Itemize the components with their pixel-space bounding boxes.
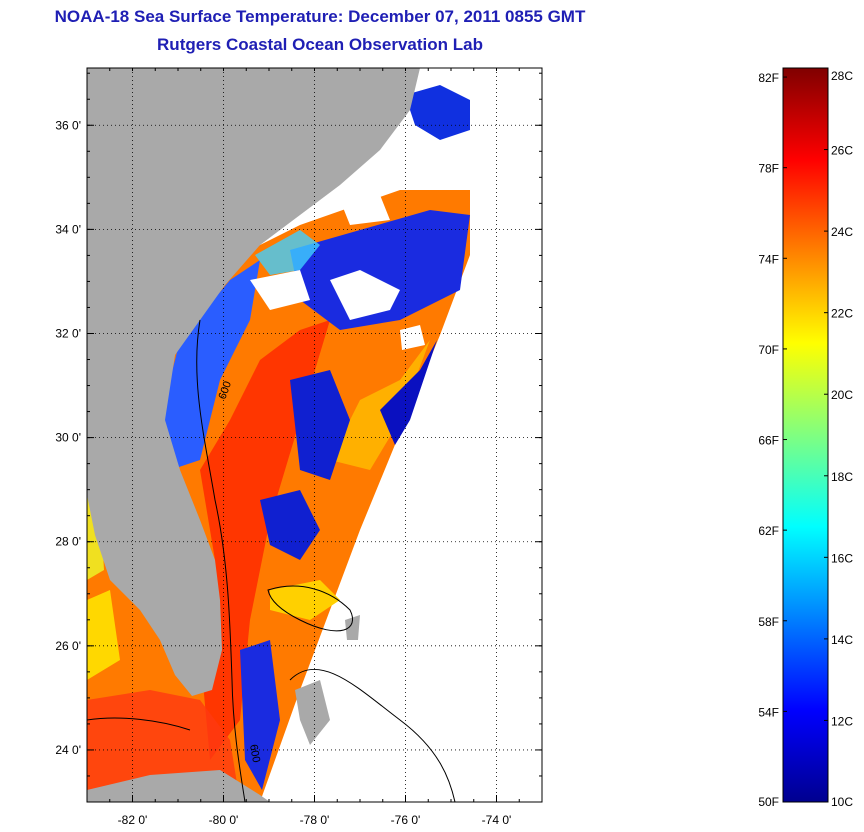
map-content: 600 600 — [87, 68, 470, 802]
map-title: NOAA-18 Sea Surface Temperature: Decembe… — [54, 7, 586, 26]
cloud-3 — [340, 195, 390, 225]
cloud-4 — [400, 325, 425, 350]
colorbar-label-f: 58F — [758, 615, 779, 629]
land-cuba — [87, 770, 270, 802]
lat-tick-label: 32 0' — [55, 326, 81, 340]
colorbar-label-f: 62F — [758, 524, 779, 538]
colorbar-label-c: 12C — [831, 714, 853, 728]
colorbar-label-c: 10C — [831, 795, 853, 809]
warm-patch-3 — [87, 590, 120, 680]
lat-tick-label: 26 0' — [55, 639, 81, 653]
cool-patch-east — [380, 340, 437, 445]
contour-shelf — [196, 319, 246, 802]
lon-tick-label: -76 0' — [391, 813, 421, 827]
contour-gulf — [87, 717, 191, 731]
lon-tick-label: -82 0' — [118, 813, 148, 827]
cool-patch-mid — [290, 370, 350, 480]
contour-bahamas — [289, 668, 456, 802]
contour-label-1: 600 — [247, 743, 262, 763]
colorbar-label-c: 18C — [831, 470, 853, 484]
lat-tick-label: 28 0' — [55, 535, 81, 549]
cool-patch-north — [290, 210, 470, 330]
lat-tick-label: 30 0' — [55, 431, 81, 445]
colorbar — [782, 67, 829, 803]
cool-patch-south-2 — [240, 640, 280, 790]
lat-tick-label: 24 0' — [55, 743, 81, 757]
colorbar-label-c: 16C — [831, 551, 853, 565]
lon-tick-label: -78 0' — [300, 813, 330, 827]
colorbar-label-c: 24C — [831, 225, 853, 239]
cool-patch-south-1 — [260, 490, 320, 560]
colorbar-label-c: 20C — [831, 388, 853, 402]
colorbar-label-f: 74F — [758, 252, 779, 266]
colorbar-label-c: 28C — [831, 69, 853, 83]
land-bahamas-1 — [295, 680, 330, 745]
cyan-patch — [255, 230, 320, 275]
lon-tick-label: -74 0' — [482, 813, 512, 827]
warm-patch-2 — [270, 580, 340, 620]
land-bahamas-2 — [345, 615, 360, 640]
colorbar-label-f: 50F — [758, 795, 779, 809]
colorbar-label-c: 14C — [831, 633, 853, 647]
contour-little-bahama — [267, 585, 353, 632]
cool-patch-coastal — [160, 260, 260, 470]
colorbar-label-f: 54F — [758, 705, 779, 719]
tick-layer: -82 0' -80 0' -78 0' -76 0' -74 0' 36 0' 34 0'… — [55, 68, 543, 827]
lat-tick-label: 36 0' — [55, 118, 81, 132]
land-mainland — [87, 68, 420, 696]
colorbar-label-c: 26C — [831, 144, 853, 158]
colorbar-label-f: 82F — [758, 71, 779, 85]
cloud-2 — [250, 270, 310, 310]
warm-band-1 — [200, 320, 330, 760]
contour-label-2: 600 — [217, 380, 235, 401]
cloud-1 — [330, 270, 400, 320]
colorbar-label-f: 70F — [758, 343, 779, 357]
map-subtitle: Rutgers Coastal Ocean Observation Lab — [157, 35, 483, 54]
colorbar-label-f: 78F — [758, 162, 779, 176]
lon-tick-label: -80 0' — [209, 813, 239, 827]
lat-tick-label: 34 0' — [55, 222, 81, 236]
colorbar-label-f: 66F — [758, 434, 779, 448]
colorbar-labels: 28C 26C 24C 22C 20C 18C 16C 14C 12C 10C 82F 78F 74F 7… — [758, 67, 853, 809]
colorbar-label-c: 22C — [831, 307, 853, 321]
cool-patch-ne — [405, 85, 470, 140]
